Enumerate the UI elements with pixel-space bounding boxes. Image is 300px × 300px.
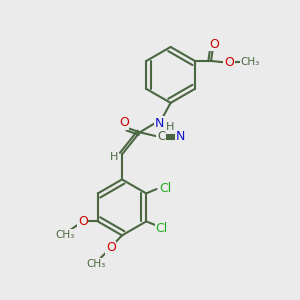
Text: Cl: Cl <box>159 182 172 195</box>
Text: O: O <box>224 56 234 69</box>
Text: N: N <box>155 117 164 130</box>
Text: CH₃: CH₃ <box>86 259 106 269</box>
Text: CH₃: CH₃ <box>241 57 260 68</box>
Text: CH₃: CH₃ <box>55 230 74 240</box>
Text: O: O <box>78 215 88 228</box>
Text: H: H <box>110 152 118 162</box>
Text: N: N <box>176 130 185 143</box>
Text: C: C <box>157 130 165 143</box>
Text: O: O <box>119 116 129 129</box>
Text: O: O <box>209 38 219 51</box>
Text: Cl: Cl <box>156 222 168 235</box>
Text: O: O <box>106 241 116 254</box>
Text: H: H <box>166 122 174 132</box>
